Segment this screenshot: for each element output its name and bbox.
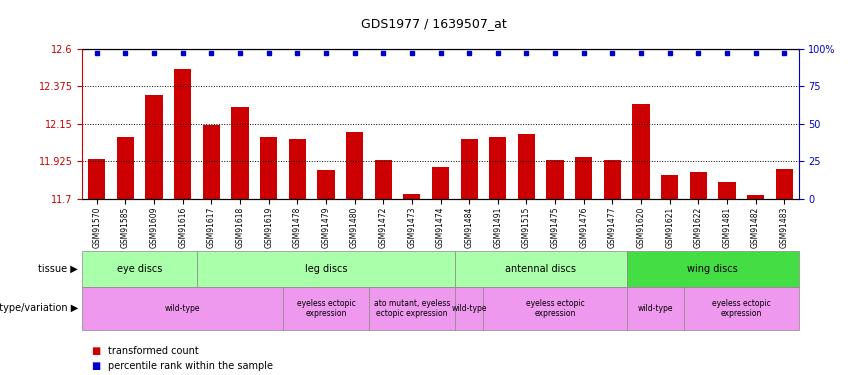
Text: eye discs: eye discs [117, 264, 162, 274]
Text: percentile rank within the sample: percentile rank within the sample [108, 361, 273, 370]
Text: GDS1977 / 1639507_at: GDS1977 / 1639507_at [361, 17, 507, 30]
Text: genotype/variation ▶: genotype/variation ▶ [0, 303, 78, 313]
Text: eyeless ectopic
expression: eyeless ectopic expression [526, 299, 584, 318]
Text: transformed count: transformed count [108, 346, 200, 355]
Bar [404, 194, 420, 199]
Bar [633, 104, 649, 199]
Text: eyeless ectopic
expression: eyeless ectopic expression [712, 299, 771, 318]
Text: wild-type: wild-type [165, 304, 201, 313]
Text: ■: ■ [91, 361, 101, 370]
Bar [776, 169, 792, 199]
Bar [318, 170, 334, 199]
Bar [174, 69, 191, 199]
Text: tissue ▶: tissue ▶ [38, 264, 78, 274]
Text: wild-type: wild-type [451, 304, 487, 313]
Bar [346, 132, 363, 199]
Text: wing discs: wing discs [687, 264, 738, 274]
Bar [719, 182, 735, 199]
Bar [690, 172, 707, 199]
Bar [575, 157, 592, 199]
Bar [518, 134, 535, 199]
Text: antennal discs: antennal discs [505, 264, 576, 274]
Bar [661, 176, 678, 199]
Bar [461, 139, 477, 199]
Bar [375, 160, 391, 199]
Text: ato mutant, eyeless
ectopic expression: ato mutant, eyeless ectopic expression [374, 299, 450, 318]
Text: ■: ■ [91, 346, 101, 355]
Bar [490, 137, 506, 199]
Bar [232, 107, 248, 199]
Bar [547, 160, 563, 199]
Bar [89, 159, 105, 199]
Bar [432, 167, 449, 199]
Text: eyeless ectopic
expression: eyeless ectopic expression [297, 299, 355, 318]
Bar [117, 137, 134, 199]
Text: wild-type: wild-type [638, 304, 673, 313]
Bar [146, 95, 162, 199]
Bar [604, 160, 621, 199]
Bar [260, 137, 277, 199]
Text: leg discs: leg discs [305, 264, 347, 274]
Bar [289, 139, 306, 199]
Bar [747, 195, 764, 199]
Bar [203, 125, 220, 199]
